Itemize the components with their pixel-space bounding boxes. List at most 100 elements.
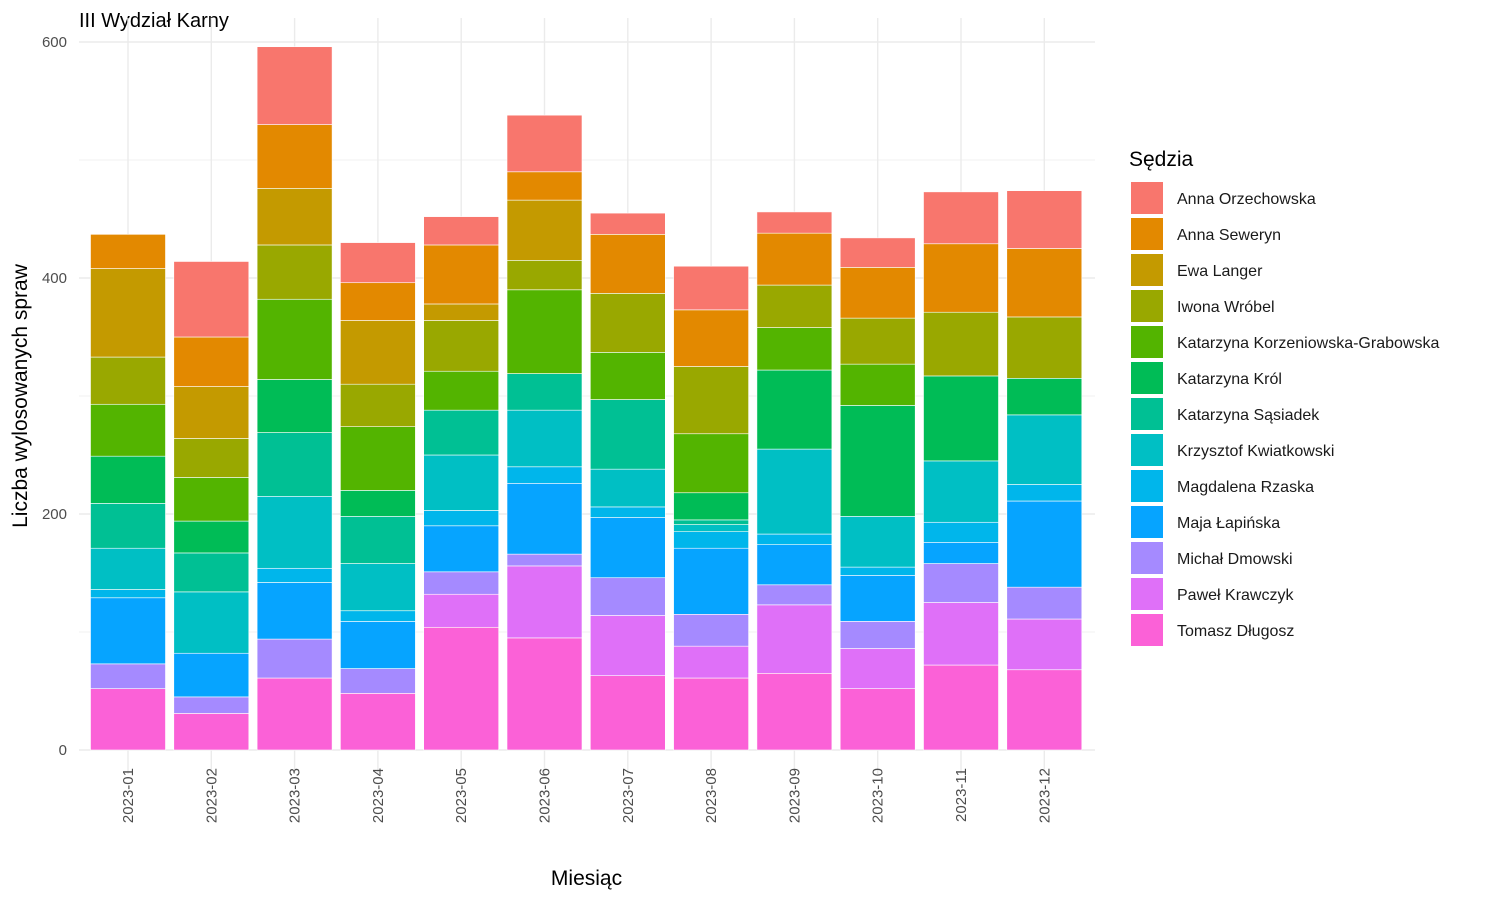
- bar-segment: [589, 234, 666, 294]
- bar-segment: [340, 621, 416, 669]
- bar-segment: [589, 615, 666, 676]
- bar-segment: [839, 621, 916, 649]
- bar-segment: [423, 510, 500, 527]
- x-tick-label: 2023-08: [703, 768, 720, 823]
- bar-segment: [923, 375, 999, 462]
- bar-segment: [673, 492, 749, 521]
- x-tick-label: 2023-06: [537, 768, 554, 823]
- legend-label: Magdalena Rzaska: [1177, 479, 1314, 496]
- bar-segment: [1006, 248, 1083, 318]
- bar-segment: [589, 293, 666, 353]
- legend-swatch: [1131, 542, 1163, 574]
- bar-segment: [756, 533, 833, 545]
- bar-segment: [340, 242, 416, 284]
- bar-segment: [340, 383, 416, 427]
- legend: Sędzia Anna Orzechowska Anna Seweryn Ewa L…: [1129, 148, 1439, 646]
- bar-segment: [673, 677, 749, 751]
- legend-label: Anna Seweryn: [1177, 227, 1281, 244]
- bar-segment: [256, 298, 333, 380]
- bar-segment: [756, 672, 833, 751]
- bar-segment: [756, 544, 833, 586]
- bar-segment: [673, 524, 749, 532]
- legend-swatch: [1131, 470, 1163, 502]
- bar-segment: [90, 503, 166, 549]
- bar-segment: [673, 613, 749, 647]
- bar-segment: [756, 584, 833, 606]
- x-tick-label: 2023-05: [453, 768, 470, 823]
- bar-segment: [340, 563, 416, 612]
- legend-label: Tomasz Długosz: [1177, 623, 1294, 640]
- bar-segment: [673, 519, 749, 525]
- bar-segment: [173, 520, 250, 554]
- bar-segment: [756, 211, 833, 234]
- bar-segment: [923, 243, 999, 313]
- x-axis-title: Miesiąc: [551, 867, 622, 890]
- legend-swatch: [1131, 362, 1163, 394]
- bar-segment: [1006, 377, 1083, 416]
- legend-label: Krzysztof Kwiatkowski: [1177, 443, 1334, 460]
- legend-swatch: [1131, 578, 1163, 610]
- chart-title: III Wydział Karny: [79, 10, 229, 32]
- x-tick-label: 2023-02: [203, 768, 220, 823]
- bar-segment: [173, 438, 250, 478]
- bar-segment: [256, 582, 333, 640]
- y-tick-label: 400: [42, 270, 67, 287]
- bar-segment: [506, 171, 583, 201]
- bar-segment: [506, 114, 583, 173]
- bar-segment: [340, 426, 416, 491]
- x-tick-label: 2023-01: [120, 768, 137, 823]
- bar-segment: [589, 577, 666, 616]
- bar-segment: [589, 212, 666, 235]
- bar-segment: [256, 677, 333, 751]
- legend-swatch: [1131, 182, 1163, 214]
- y-tick-label: 0: [59, 742, 67, 759]
- bar-segment: [256, 46, 333, 125]
- bar-segment: [923, 563, 999, 603]
- bar-segment: [923, 460, 999, 523]
- bar-segment: [340, 610, 416, 622]
- bar-segment: [423, 320, 500, 372]
- bar-segment: [90, 589, 166, 599]
- bars: [90, 46, 1083, 751]
- bar-segment: [256, 567, 333, 583]
- bar-segment: [839, 688, 916, 751]
- legend-label: Katarzyna Korzeniowska-Grabowska: [1177, 335, 1439, 352]
- bar-segment: [90, 597, 166, 665]
- bar-segment: [506, 483, 583, 555]
- bar-segment: [1006, 669, 1083, 751]
- bar-segment: [256, 432, 333, 497]
- x-tick-label: 2023-11: [953, 768, 970, 822]
- legend-label: Paweł Krawczyk: [1177, 587, 1294, 604]
- bar-segment: [506, 409, 583, 468]
- bar-segment: [673, 531, 749, 549]
- legend-swatch: [1131, 290, 1163, 322]
- bar-segment: [423, 454, 500, 511]
- legend-swatch: [1131, 218, 1163, 250]
- bar-segment: [423, 303, 500, 321]
- bar-segment: [756, 327, 833, 371]
- x-tick-label: 2023-10: [870, 768, 887, 823]
- bar-segment: [256, 188, 333, 246]
- bar-segment: [90, 234, 166, 269]
- bar-segment: [173, 552, 250, 593]
- bar-segment: [173, 386, 250, 439]
- bar-segment: [506, 199, 583, 261]
- bar-segment: [839, 317, 916, 365]
- bar-segment: [839, 405, 916, 517]
- bar-segment: [1006, 190, 1083, 249]
- x-tick-label: 2023-09: [786, 768, 803, 823]
- legend-label: Michał Dmowski: [1177, 551, 1293, 568]
- bar-segment: [506, 637, 583, 751]
- y-tick-label: 200: [42, 506, 67, 523]
- bar-segment: [839, 516, 916, 568]
- bar-segment: [839, 648, 916, 689]
- y-axis-ticks: 0 200 400 600: [42, 34, 67, 759]
- bar-segment: [839, 237, 916, 268]
- bar-segment: [506, 553, 583, 567]
- x-axis-ticks: 2023-01 2023-02 2023-03 2023-04 2023-05 2023-…: [120, 768, 1053, 823]
- bar-segment: [423, 216, 500, 246]
- bar-segment: [90, 455, 166, 504]
- bar-segment: [506, 259, 583, 291]
- bar-segment: [173, 696, 250, 714]
